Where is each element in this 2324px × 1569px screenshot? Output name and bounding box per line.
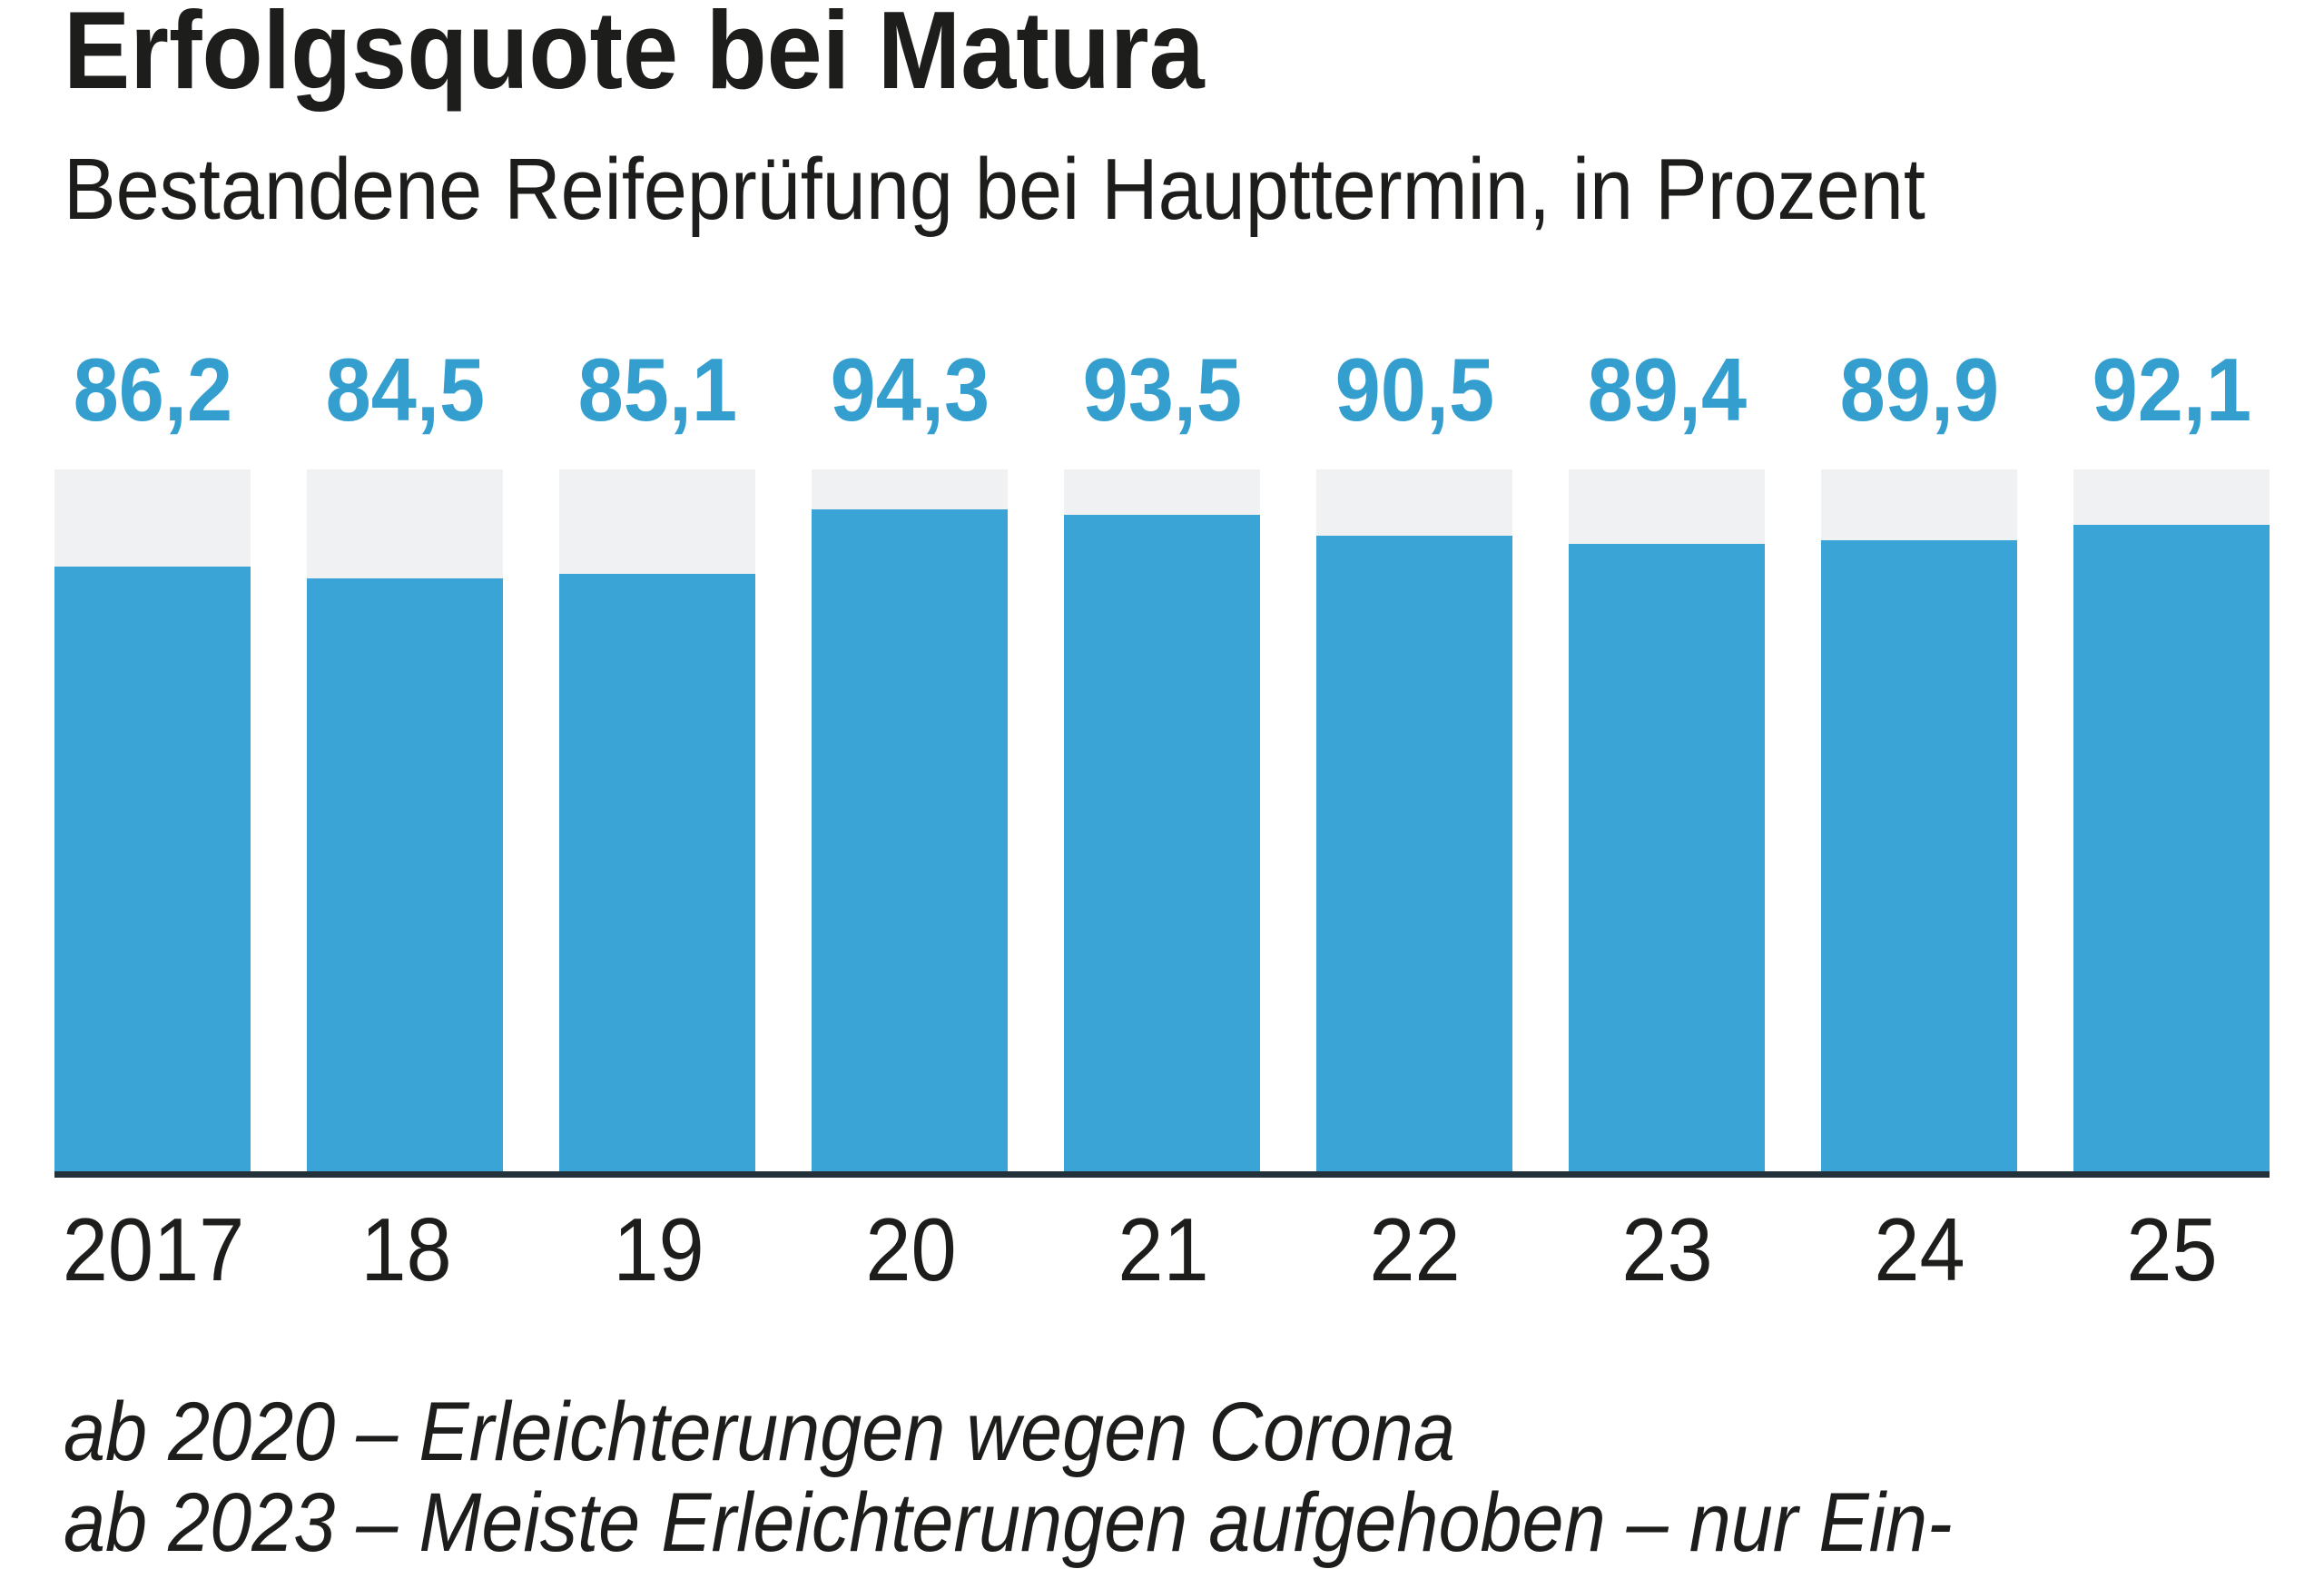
bar: [1064, 515, 1260, 1171]
bar: [559, 574, 755, 1171]
value-label-cell: 93,5: [1064, 345, 1260, 434]
chart-title: Erfolgsquote bei Matura: [64, 0, 1331, 105]
x-axis-label-cell: 18: [309, 1205, 505, 1294]
x-axis-label: 24: [1874, 1199, 1965, 1299]
value-label-cell: 84,5: [307, 345, 503, 434]
bars-row: [54, 469, 2270, 1171]
x-axis-label: 22: [1369, 1199, 1462, 1299]
bar-track: [54, 469, 251, 1171]
x-axis-line: [54, 1171, 2270, 1178]
value-label: 90,5: [1334, 340, 1494, 439]
value-label: 89,9: [1839, 340, 1999, 439]
x-axis-label-cell: 25: [2073, 1205, 2270, 1294]
bar-track: [1316, 469, 1512, 1171]
x-axis-label: 20: [865, 1199, 957, 1299]
footnote-corona: ab 2020 – Erleichterungen wegen Corona: [64, 1390, 1610, 1474]
chart-title-text: Erfolgsquote bei Matura: [64, 0, 1205, 112]
bar-track: [1821, 469, 2017, 1171]
x-axis-label-cell: 22: [1317, 1205, 1513, 1294]
bar-track: [1569, 469, 1765, 1171]
x-axis-label: 21: [1117, 1199, 1209, 1299]
value-label-cell: 92,1: [2073, 345, 2270, 434]
bar-track: [1064, 469, 1260, 1171]
bar-track: [559, 469, 755, 1171]
bar: [1569, 543, 1765, 1171]
bar-track: [2073, 469, 2270, 1171]
x-axis-label: 2017: [62, 1199, 245, 1299]
x-axis-label: 19: [613, 1199, 704, 1299]
x-axis-label: 23: [1621, 1199, 1713, 1299]
value-label: 92,1: [2092, 340, 2251, 439]
value-label: 84,5: [325, 340, 485, 439]
footnote-2023: ab 2023 – Meiste Erleichterungen aufgeho…: [64, 1481, 2162, 1564]
x-axis-labels-row: 2017 18 19 20 21 22 23 24 25: [54, 1205, 2270, 1294]
footnote-corona-text: ab 2020 – Erleichterungen wegen Corona: [64, 1386, 1455, 1478]
bar: [54, 566, 251, 1171]
value-label-cell: 85,1: [559, 345, 755, 434]
value-label-cell: 94,3: [812, 345, 1008, 434]
bar: [2073, 525, 2270, 1171]
bar: [812, 509, 1008, 1171]
x-axis-label-cell: 19: [561, 1205, 757, 1294]
x-axis-label-cell: 24: [1822, 1205, 2018, 1294]
x-axis-label-cell: 23: [1570, 1205, 1766, 1294]
x-axis-label-cell: 21: [1065, 1205, 1261, 1294]
value-label-cell: 89,4: [1569, 345, 1765, 434]
value-labels-row: 86,2 84,5 85,1 94,3 93,5 90,5 89,4 89,9 92,1: [54, 345, 2270, 434]
x-axis-label: 18: [360, 1199, 453, 1299]
value-label: 85,1: [577, 340, 737, 439]
value-label: 89,4: [1587, 340, 1747, 439]
x-axis-label-cell: 20: [813, 1205, 1009, 1294]
footnote-2023-text: ab 2023 – Meiste Erleichterungen aufgeho…: [64, 1476, 1953, 1569]
value-label: 94,3: [830, 340, 990, 439]
value-label-cell: 86,2: [54, 345, 251, 434]
value-label-cell: 89,9: [1821, 345, 2017, 434]
bar: [1316, 536, 1512, 1171]
value-label-cell: 90,5: [1316, 345, 1512, 434]
chart-subtitle: Bestandene Reifeprüfung bei Haupttermin,…: [64, 146, 2132, 233]
value-label: 86,2: [73, 340, 232, 439]
chart-subtitle-text: Bestandene Reifeprüfung bei Haupttermin,…: [64, 141, 1925, 238]
bar-track: [812, 469, 1008, 1171]
value-label: 93,5: [1082, 340, 1242, 439]
bar: [307, 577, 503, 1171]
x-axis-label: 25: [2125, 1199, 2218, 1299]
bar-track: [307, 469, 503, 1171]
x-axis-label-cell: 2017: [54, 1205, 252, 1294]
bar: [1821, 540, 2017, 1171]
